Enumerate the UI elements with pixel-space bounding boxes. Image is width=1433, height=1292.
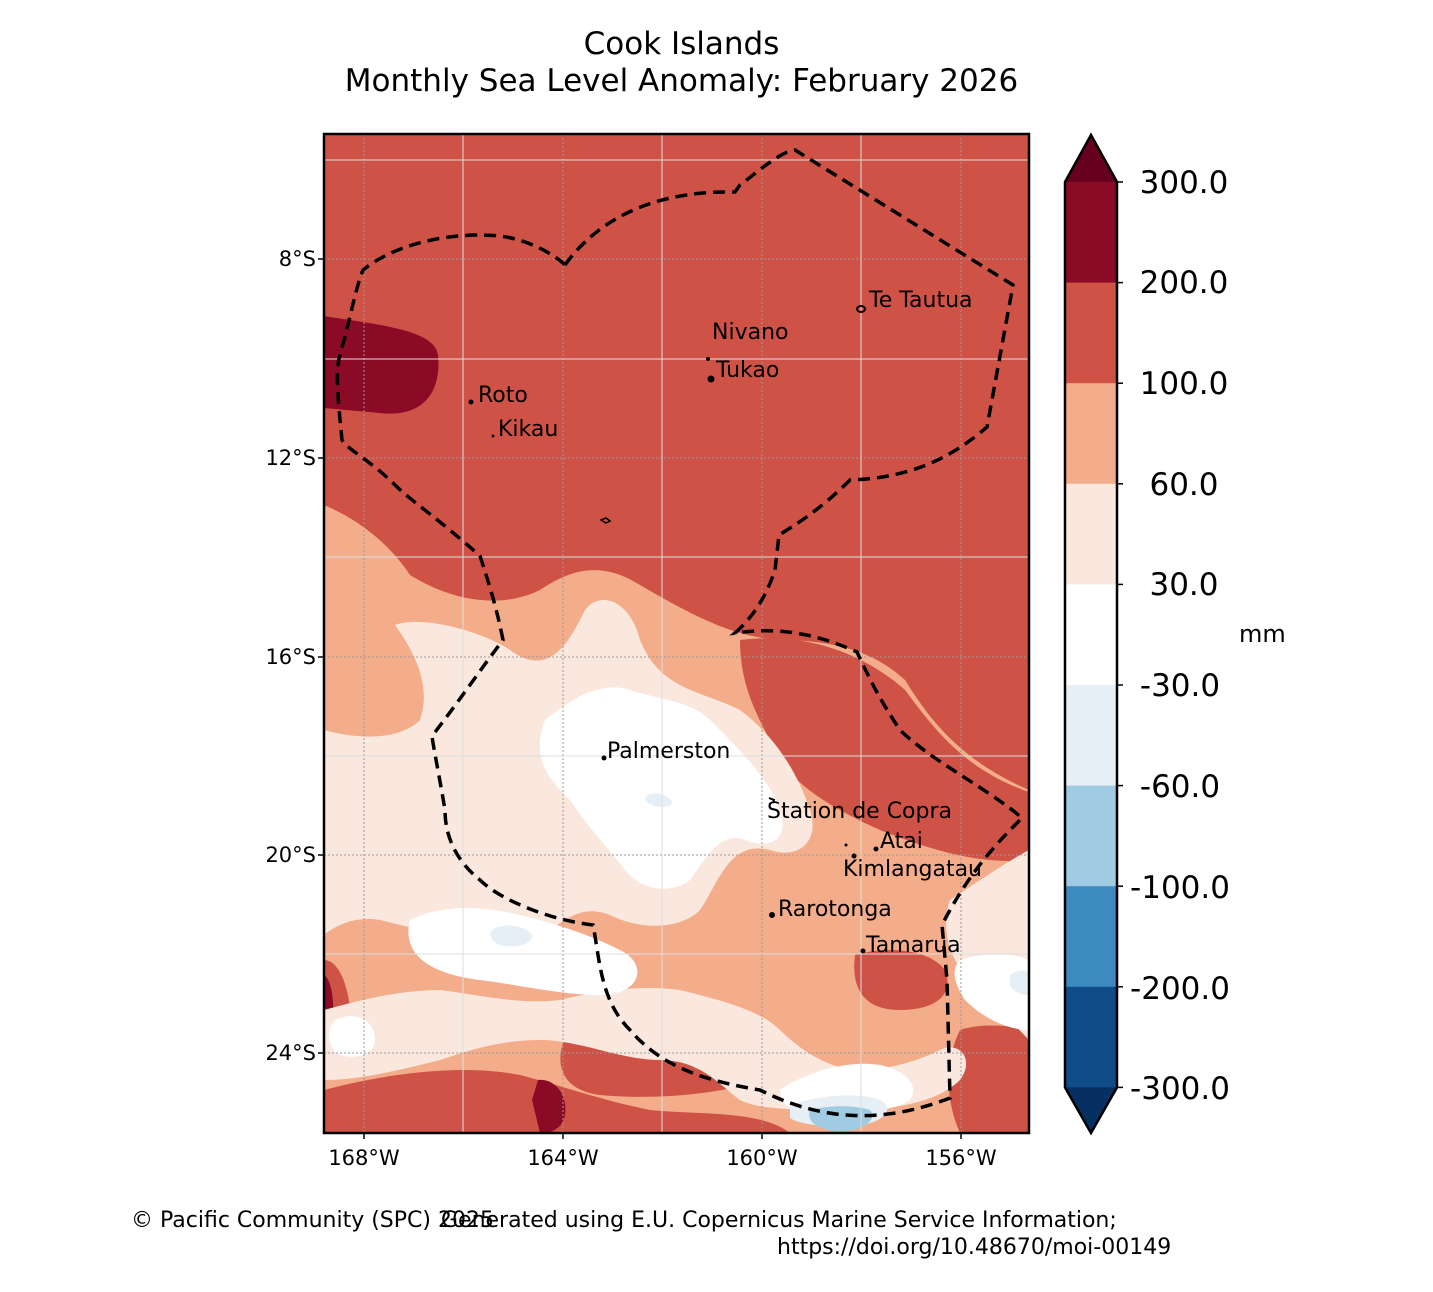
contour-white-left-small [328, 1016, 375, 1057]
contour-light-blue-mid [645, 793, 672, 808]
colorbar-segment-6 [1065, 785, 1117, 887]
lat-label-12s: 12°S [265, 446, 316, 470]
island-te-tautua [856, 305, 866, 313]
place-kikau: Kikau [498, 417, 559, 442]
lat-label-16s: 16°S [265, 645, 316, 669]
colorbar-tick-neg100: -100.0 [1130, 870, 1230, 906]
colorbar-tick-neg300: -300.0 [1130, 1071, 1230, 1107]
colorbar-tick-30: 30.0 [1149, 567, 1219, 603]
colorbar-segment-0 [1065, 182, 1117, 284]
contour-white-central [539, 687, 783, 889]
colorbar-segment-3 [1065, 483, 1117, 585]
contour-dark-red-bottom-blob [532, 1079, 566, 1133]
island-tukao [707, 375, 715, 383]
island-tamarua [860, 948, 866, 954]
island-kimlangatau [851, 853, 857, 859]
map-subtitle: Monthly Sea Level Anomaly: February 2026 [344, 63, 1019, 99]
island-rarotonga [769, 912, 775, 918]
contour-white-sw [408, 908, 638, 995]
lon-label-168w: 168°W [328, 1146, 400, 1170]
colorbar-tick-60: 60.0 [1149, 467, 1219, 503]
contour-light-blue-sw [490, 925, 533, 947]
island-station-de-copra [768, 797, 776, 804]
island-roto [468, 399, 474, 405]
footer-source: Generated using E.U. Copernicus Marine S… [441, 1208, 1117, 1233]
footer-doi: https://doi.org/10.48670/moi-00149 [777, 1235, 1172, 1260]
colorbar-tick-neg60: -60.0 [1139, 769, 1221, 805]
place-palmerston: Palmerston [607, 739, 731, 764]
place-tamarua: Tamarua [866, 933, 961, 958]
anomaly-contours [324, 134, 1029, 1133]
lat-label-24s: 24°S [265, 1041, 316, 1065]
place-te-tautua: Te Tautua [869, 288, 973, 313]
contour-red-far-se [948, 1025, 1029, 1133]
contour-blue-se [809, 1106, 873, 1132]
colorbar [1063, 132, 1123, 1136]
map-title: Cook Islands [583, 26, 780, 62]
contour-dark-red-west [324, 316, 439, 414]
gridlines [324, 134, 1029, 1133]
place-atai: Atai [880, 829, 923, 854]
colorbar-tick-neg30: -30.0 [1139, 668, 1221, 704]
map-frame [322, 132, 1031, 1135]
lon-label-160w: 160°W [726, 1146, 798, 1170]
colorbar-tick-100: 100.0 [1139, 366, 1229, 402]
colorbar-segment-5 [1065, 685, 1117, 787]
lat-label-20s: 20°S [265, 843, 316, 867]
place-station-de-copra: Station de Copra [767, 799, 953, 824]
lon-label-164w: 164°W [527, 1146, 599, 1170]
colorbar-extend-top [1065, 135, 1117, 182]
eez-boundary [335, 148, 1025, 1118]
place-rarotonga: Rarotonga [778, 897, 892, 922]
island-palmerston [601, 755, 607, 761]
place-kimlangatau: Kimlangatau [843, 857, 983, 882]
contour-white-far-east [954, 954, 1029, 1030]
island-kimlangatau-a [844, 843, 848, 847]
contour-red-se [854, 950, 948, 1010]
colorbar-segment-4 [1065, 584, 1117, 686]
island-kikau [491, 434, 495, 438]
island-atai [873, 846, 879, 852]
colorbar-unit: mm [1239, 620, 1286, 648]
contour-red-east [740, 638, 1029, 861]
island-nivano [706, 357, 710, 361]
colorbar-segment-1 [1065, 282, 1117, 384]
colorbar-segment-2 [1065, 383, 1117, 485]
colorbar-segment-7 [1065, 886, 1117, 988]
axis-ticks [318, 258, 962, 1139]
colorbar-tick-200: 200.0 [1139, 265, 1229, 301]
island-marks [468, 305, 879, 954]
colorbar-tick-300: 300.0 [1139, 165, 1229, 201]
gridlines-minor [324, 134, 1029, 1133]
colorbar-extend-bottom [1065, 1087, 1117, 1133]
place-nivano: Nivano [712, 320, 789, 345]
place-tukao: Tukao [716, 358, 780, 383]
contour-light-blue-east [1010, 970, 1029, 995]
lat-label-8s: 8°S [278, 247, 316, 271]
colorbar-segment-8 [1065, 986, 1117, 1088]
lon-label-156w: 156°W [925, 1146, 997, 1170]
colorbar-tick-neg200: -200.0 [1130, 971, 1230, 1007]
island-suwarrow [599, 517, 612, 524]
place-roto: Roto [478, 383, 528, 408]
footer-copyright: © Pacific Community (SPC) 2025 [131, 1208, 494, 1233]
